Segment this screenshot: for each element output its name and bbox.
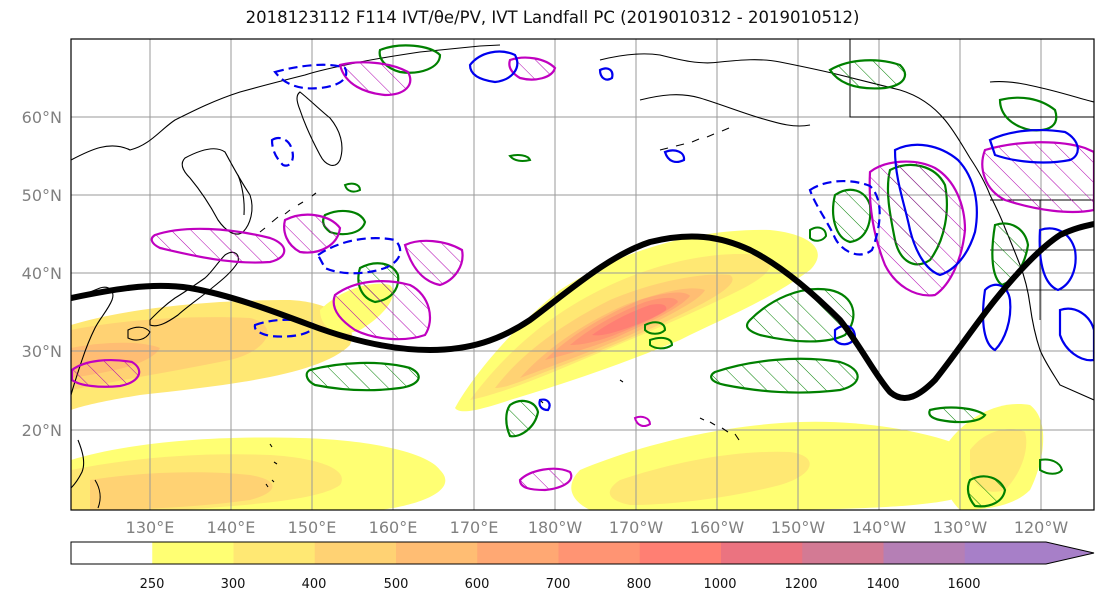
colorbar: 250 300 400 500 600 700 800 1000 1200 14… <box>70 541 1095 592</box>
lat-label: 60°N <box>22 108 62 127</box>
colorbar-tick-label: 1400 <box>866 577 899 592</box>
lon-label: 120°W <box>1014 518 1069 537</box>
colorbar-segment <box>477 542 559 564</box>
colorbar-tick-label: 600 <box>465 577 490 592</box>
map-frame <box>70 38 1095 511</box>
ivt-axis-line <box>71 221 1094 401</box>
lon-label: 170°E <box>450 518 499 537</box>
colorbar-segment <box>964 542 1094 564</box>
colorbar-tick-label: 800 <box>627 577 652 592</box>
colorbar-tick-label: 1000 <box>703 577 736 592</box>
colorbar-segment <box>71 542 153 564</box>
colorbar-tick-label: 300 <box>221 577 246 592</box>
lon-label: 180°W <box>528 518 583 537</box>
colorbar-tick-label: 700 <box>546 577 571 592</box>
lon-label: 140°E <box>207 518 256 537</box>
latitude-labels: 60°N 50°N 40°N 30°N 20°N <box>22 108 62 440</box>
lon-label: 150°W <box>771 518 826 537</box>
colorbar-segment <box>883 542 966 564</box>
lon-label: 130°E <box>126 518 175 537</box>
colorbar-tick-label: 400 <box>302 577 327 592</box>
map-title: 2018123112 F114 IVT/θe/PV, IVT Landfall … <box>245 8 860 27</box>
lat-label: 40°N <box>22 264 62 283</box>
lon-label: 130°W <box>933 518 988 537</box>
colorbar-tick-label: 500 <box>384 577 409 592</box>
longitude-labels: 130°E 140°E 150°E 160°E 170°E 180°W 170°… <box>126 518 1069 537</box>
colorbar-segment <box>558 542 641 564</box>
lat-label: 30°N <box>22 342 62 361</box>
lon-label: 150°E <box>288 518 337 537</box>
lon-label: 160°E <box>369 518 418 537</box>
lon-label: 160°W <box>690 518 745 537</box>
colorbar-segment <box>396 542 478 564</box>
colorbar-tick-label: 1200 <box>784 577 817 592</box>
colorbar-segment <box>152 542 234 564</box>
alaska-coast <box>599 53 1094 401</box>
colorbar-ticks: 250 300 400 500 600 700 800 1000 1200 14… <box>140 577 981 592</box>
lat-label: 50°N <box>22 186 62 205</box>
lon-label: 170°W <box>609 518 664 537</box>
colorbar-segment <box>233 542 316 564</box>
colorbar-segment <box>802 542 884 564</box>
lon-label: 140°W <box>852 518 907 537</box>
colorbar-tick-label: 1600 <box>947 577 980 592</box>
colorbar-segments <box>71 542 1094 564</box>
colorbar-segment <box>639 542 722 564</box>
lat-label: 20°N <box>22 421 62 440</box>
colorbar-tick-label: 250 <box>140 577 165 592</box>
map-area <box>71 39 1094 510</box>
colorbar-segment <box>721 542 803 564</box>
colorbar-segment <box>314 542 397 564</box>
